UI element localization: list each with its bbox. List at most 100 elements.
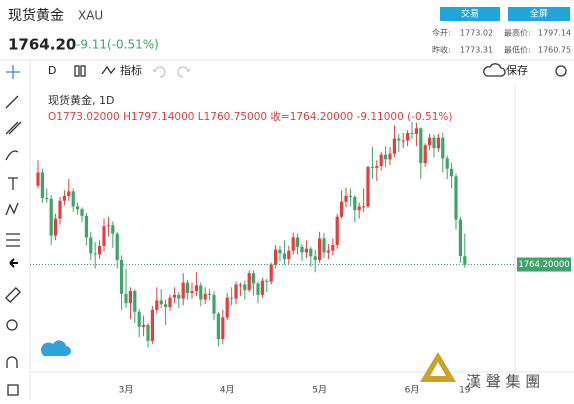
candle-body (379, 154, 383, 166)
undo[interactable] (152, 66, 166, 78)
x-tick-label: 3月 (119, 385, 134, 396)
legend-close: 收=1764.20000 (270, 110, 353, 123)
candle-body (296, 237, 300, 247)
legend-title: 现货黄金, 1D (48, 93, 114, 107)
candle-body (181, 282, 185, 299)
candle-body (221, 317, 225, 340)
watermark: 漢 聲 集 團 (466, 373, 540, 391)
legend-change: -9.11000 (357, 111, 404, 123)
price: 1764.20 (8, 36, 76, 54)
stat-value: 1773.02 (460, 29, 493, 38)
candle-body (89, 237, 93, 254)
candle-body (208, 293, 212, 295)
candle-body (309, 248, 313, 257)
candle-body (243, 284, 247, 291)
cloud-badge (41, 340, 71, 356)
cloud-icon[interactable] (483, 63, 506, 77)
candle-body (190, 291, 194, 293)
redo[interactable] (177, 66, 191, 78)
candle-body (98, 245, 102, 255)
last-price-box (517, 257, 571, 272)
stat-label: 今开: (432, 28, 451, 38)
legend-low: L1760.75000 (198, 111, 267, 123)
candle-body (186, 282, 190, 293)
candle-body (80, 209, 84, 216)
candle-body (225, 297, 229, 318)
trade-button[interactable] (440, 7, 500, 21)
fullscreen-label[interactable]: 全屏 (530, 8, 548, 20)
candle-body (84, 215, 88, 238)
candle-body (216, 313, 220, 340)
candle-body (304, 248, 308, 253)
candle-body (291, 237, 295, 251)
candle-body (441, 137, 445, 159)
save[interactable]: 保存 (506, 63, 528, 77)
candle-body (348, 196, 352, 198)
candle-body (40, 172, 44, 198)
candle-body (58, 200, 62, 219)
candle-body (115, 233, 119, 261)
candle-body (124, 293, 128, 304)
candle-body (269, 264, 273, 282)
candle-body (93, 253, 97, 255)
last-price-label: 1764.20000 (518, 260, 569, 270)
candle-body (401, 140, 405, 142)
left-tools[interactable] (5, 95, 22, 396)
candle-body (36, 172, 40, 186)
candle-body (111, 225, 115, 234)
candle-body (423, 145, 427, 164)
x-tick-label: 6月 (405, 385, 420, 396)
fullscreen-button[interactable] (508, 7, 570, 21)
x-tick-label: 5月 (312, 385, 327, 396)
x-tick-label: 19 (459, 386, 471, 396)
crosshair-tool[interactable] (6, 65, 20, 79)
candle-type[interactable] (74, 65, 86, 77)
candle-body (322, 238, 326, 253)
interval[interactable]: D (48, 64, 56, 77)
candle-body (432, 137, 436, 149)
candle-body (366, 166, 370, 207)
candle-body (287, 250, 291, 260)
symbol-code: XAU (78, 9, 103, 23)
candle-body (212, 294, 216, 314)
candle-body (353, 196, 357, 211)
stat-label: 最低价: (504, 45, 531, 55)
candle-body (256, 283, 260, 295)
candle-body (203, 293, 207, 300)
candle-body (300, 246, 304, 253)
candle-body (155, 300, 159, 310)
candle-body (67, 191, 71, 197)
candle-body (234, 284, 238, 299)
stat-label: 昨收: (432, 45, 451, 55)
candle-body (419, 128, 423, 164)
candle-body (458, 219, 462, 256)
trade-label[interactable]: 交易 (461, 8, 479, 20)
candle-body (252, 273, 256, 284)
candle-body (410, 132, 414, 134)
candle-body (335, 216, 339, 245)
candle-body (76, 206, 80, 210)
candle-body (168, 297, 172, 308)
candle-body (177, 294, 181, 299)
x-tick-label: 4月 (220, 385, 235, 396)
candle-body (392, 138, 396, 154)
candle-body (159, 300, 163, 305)
indicators[interactable]: 指标 (120, 63, 142, 77)
candle-body (133, 291, 137, 312)
candle-body (102, 226, 106, 246)
candle-body (331, 244, 335, 251)
candle-body (142, 324, 146, 327)
settings[interactable] (555, 65, 567, 77)
candle-body (137, 311, 141, 327)
indicator-icon[interactable] (101, 65, 116, 75)
candle-body (340, 201, 344, 217)
candle-body (194, 285, 198, 292)
candle-body (282, 253, 286, 260)
stat-value: 1797.14 (538, 29, 571, 38)
symbol-name: 现货黄金 (8, 7, 64, 24)
candle-body (120, 260, 124, 294)
candle-body (397, 138, 401, 141)
candle-body (428, 137, 432, 146)
candle-body (106, 225, 110, 227)
